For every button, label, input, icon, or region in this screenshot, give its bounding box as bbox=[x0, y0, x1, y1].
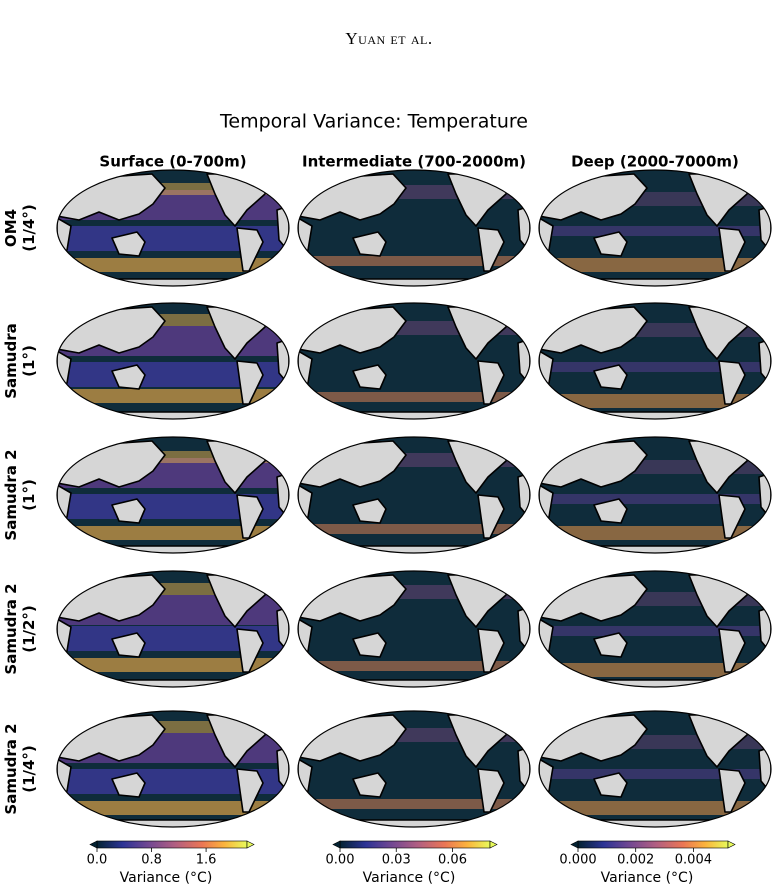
map-outline bbox=[538, 570, 772, 688]
colorbar-label: Variance (°C) bbox=[120, 870, 213, 886]
row-resolution: (1/4°) bbox=[20, 745, 38, 793]
variance-band bbox=[57, 389, 289, 403]
figure-title: Temporal Variance: Temperature bbox=[219, 111, 528, 133]
map-outline bbox=[297, 570, 531, 688]
row-name: Samudra 2 bbox=[2, 723, 20, 814]
map bbox=[298, 711, 530, 827]
map-outline bbox=[297, 169, 531, 287]
row-resolution: (1/4°) bbox=[20, 204, 38, 252]
map-outline bbox=[538, 169, 772, 287]
colorbar-tick-label: 0.03 bbox=[382, 853, 411, 868]
map bbox=[298, 571, 530, 687]
map bbox=[298, 303, 530, 419]
map-outline bbox=[56, 302, 290, 420]
colorbar-label: Variance (°C) bbox=[601, 870, 694, 886]
row-name: Samudra bbox=[2, 323, 20, 399]
variance-band bbox=[539, 258, 771, 272]
map bbox=[57, 437, 289, 553]
variance-band bbox=[298, 661, 530, 671]
map bbox=[539, 170, 771, 286]
map bbox=[57, 711, 289, 827]
map-outline bbox=[56, 436, 290, 554]
variance-band bbox=[298, 524, 530, 534]
map bbox=[57, 571, 289, 687]
column-title: Surface (0-700m) bbox=[99, 153, 246, 171]
colorbar-tick-label: 0.002 bbox=[617, 853, 654, 868]
colorbar-tick-label: 0.00 bbox=[326, 853, 355, 868]
row-resolution: (1/2°) bbox=[20, 605, 38, 653]
map-outline bbox=[56, 570, 290, 688]
colorbar-extend-low bbox=[89, 840, 98, 849]
variance-band bbox=[539, 526, 771, 540]
colorbar-extend-high bbox=[246, 840, 255, 849]
map bbox=[57, 303, 289, 419]
map bbox=[539, 303, 771, 419]
colorbar-tick-label: 0.8 bbox=[141, 853, 162, 868]
row-label: Samudra 2(1/4°) bbox=[2, 723, 38, 814]
variance-band bbox=[539, 663, 771, 677]
map-outline bbox=[538, 436, 772, 554]
variance-band bbox=[298, 799, 530, 809]
map-outline bbox=[297, 436, 531, 554]
map-outline bbox=[56, 169, 290, 287]
map bbox=[539, 711, 771, 827]
row-name: Samudra 2 bbox=[2, 449, 20, 540]
variance-band bbox=[539, 769, 771, 779]
variance-band bbox=[539, 226, 771, 236]
variance-band bbox=[298, 392, 530, 402]
colorbar bbox=[339, 840, 491, 849]
map bbox=[539, 437, 771, 553]
map-outline bbox=[297, 710, 531, 828]
row-resolution: (1°) bbox=[20, 345, 38, 377]
map bbox=[298, 437, 530, 553]
map-outline bbox=[297, 302, 531, 420]
row-label: Samudra 2(1°) bbox=[2, 449, 38, 540]
column-title: Intermediate (700-2000m) bbox=[302, 153, 526, 171]
row-label: Samudra 2(1/2°) bbox=[2, 583, 38, 674]
column-title: Deep (2000-7000m) bbox=[571, 153, 739, 171]
row-name: Samudra 2 bbox=[2, 583, 20, 674]
variance-band bbox=[539, 494, 771, 504]
colorbar-extend-high bbox=[727, 840, 736, 849]
map-outline bbox=[56, 710, 290, 828]
row-label: OM4(1/4°) bbox=[2, 204, 38, 252]
variance-band bbox=[57, 258, 289, 272]
colorbar bbox=[577, 840, 729, 849]
map bbox=[539, 571, 771, 687]
map-outline bbox=[538, 302, 772, 420]
colorbar-extend-high bbox=[489, 840, 498, 849]
row-label: Samudra(1°) bbox=[2, 323, 38, 399]
variance-band bbox=[539, 626, 771, 636]
colorbar-tick-label: 0.06 bbox=[438, 853, 467, 868]
colorbar-extend-low bbox=[570, 840, 579, 849]
variance-band bbox=[57, 526, 289, 540]
colorbar-tick-label: 0.004 bbox=[675, 853, 712, 868]
row-name: OM4 bbox=[2, 209, 20, 247]
variance-band bbox=[298, 256, 530, 266]
colorbar-tick-label: 0.0 bbox=[87, 853, 108, 868]
variance-band bbox=[57, 801, 289, 815]
running-head: Yuan et al. bbox=[345, 29, 432, 48]
map-outline bbox=[538, 710, 772, 828]
colorbar-label: Variance (°C) bbox=[363, 870, 456, 886]
variance-band bbox=[539, 394, 771, 408]
colorbar-tick-label: 1.6 bbox=[196, 853, 217, 868]
row-resolution: (1°) bbox=[20, 479, 38, 511]
map bbox=[57, 170, 289, 286]
colorbar-tick-label: 0.000 bbox=[559, 853, 596, 868]
colorbar-extend-low bbox=[332, 840, 341, 849]
variance-band bbox=[57, 658, 289, 672]
map bbox=[298, 170, 530, 286]
variance-band bbox=[539, 362, 771, 372]
colorbar bbox=[96, 840, 248, 849]
variance-band bbox=[539, 801, 771, 815]
